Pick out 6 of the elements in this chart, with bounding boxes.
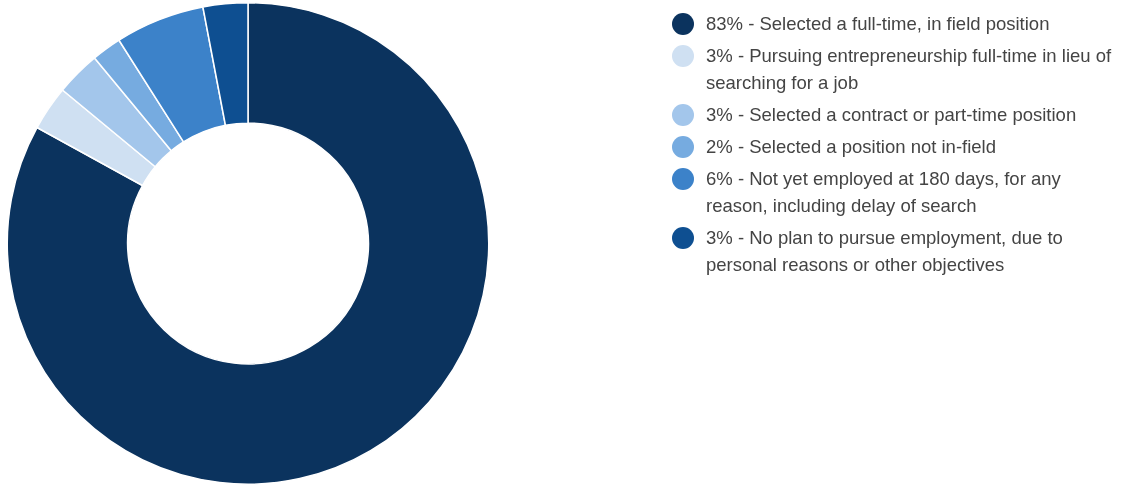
legend-label: 83% - Selected a full-time, in field position [706,12,1051,36]
legend-label: 2% - Selected a position not in-field [706,135,997,159]
legend-label: 3% - Selected a contract or part-time position [706,103,1078,127]
legend-label: 6% - Not yet employed at 180 days, for any reason, including delay of search [706,167,1062,218]
legend-label: 3% - Pursuing entrepreneurship full-time in lieu of searching for a job [706,44,1113,95]
legend-label: 3% - No plan to pursue employment, due to personal reasons or other objectives [706,226,1064,277]
